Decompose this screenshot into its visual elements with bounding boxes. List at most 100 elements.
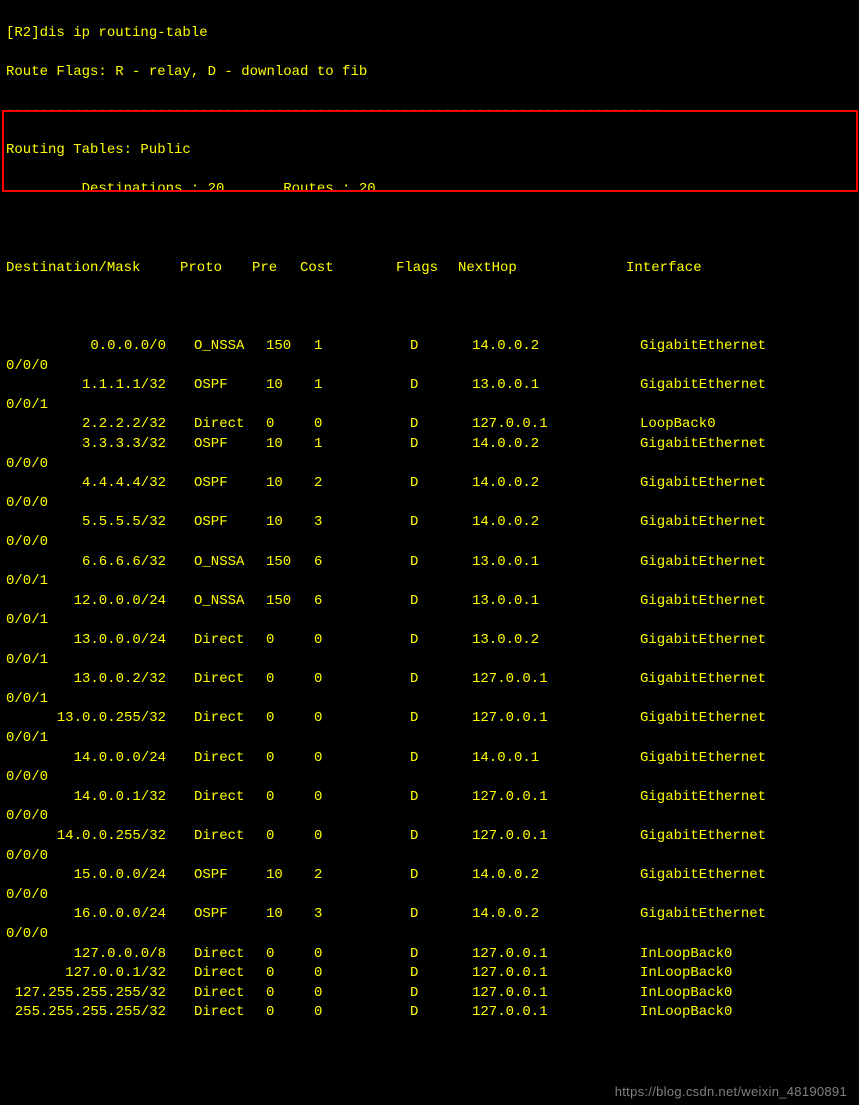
cell-proto: Direct [194, 827, 266, 847]
cell-proto: OSPF [194, 513, 266, 533]
header-pre: Pre [252, 259, 300, 279]
table-row: 1.1.1.1/32OSPF101D13.0.0.1GigabitEtherne… [6, 376, 853, 396]
cell-proto: OSPF [194, 376, 266, 396]
table-row: 4.4.4.4/32OSPF102D14.0.0.2GigabitEtherne… [6, 474, 853, 494]
interface-suffix: 0/0/1 [6, 690, 853, 710]
cell-cost: 0 [314, 788, 410, 808]
cell-dest: 14.0.0.255/32 [6, 827, 180, 847]
cell-pre: 10 [266, 513, 314, 533]
header-cost: Cost [300, 259, 396, 279]
table-row: 14.0.0.255/32Direct00D127.0.0.1GigabitEt… [6, 827, 853, 847]
table-row: 0.0.0.0/0O_NSSA1501D14.0.0.2GigabitEther… [6, 337, 853, 357]
cell-pre: 0 [266, 1003, 314, 1023]
cell-flags: D [410, 1003, 472, 1023]
cell-dest: 255.255.255.255/32 [6, 1003, 180, 1023]
cell-proto: Direct [194, 749, 266, 769]
cell-interface: GigabitEthernet [640, 376, 766, 396]
cell-cost: 2 [314, 866, 410, 886]
cell-pre: 10 [266, 435, 314, 455]
cell-nexthop: 14.0.0.2 [472, 866, 640, 886]
cell-interface: LoopBack0 [640, 415, 716, 435]
cell-proto: Direct [194, 964, 266, 984]
cell-dest: 14.0.0.0/24 [6, 749, 180, 769]
header-flags: Flags [396, 259, 458, 279]
cell-pre: 0 [266, 827, 314, 847]
cell-cost: 0 [314, 1003, 410, 1023]
cell-pre: 0 [266, 749, 314, 769]
cell-dest: 6.6.6.6/32 [6, 553, 180, 573]
cell-cost: 3 [314, 513, 410, 533]
table-row: 5.5.5.5/32OSPF103D14.0.0.2GigabitEtherne… [6, 513, 853, 533]
cell-pre: 0 [266, 670, 314, 690]
cell-pre: 0 [266, 631, 314, 651]
cell-dest: 13.0.0.0/24 [6, 631, 180, 651]
cell-nexthop: 14.0.0.2 [472, 905, 640, 925]
interface-suffix: 0/0/1 [6, 651, 853, 671]
cell-dest: 2.2.2.2/32 [6, 415, 180, 435]
terminal-output: [R2]dis ip routing-table Route Flags: R … [0, 0, 859, 1105]
cell-flags: D [410, 964, 472, 984]
header-interface: Interface [626, 259, 702, 279]
cell-cost: 0 [314, 984, 410, 1004]
cell-pre: 150 [266, 337, 314, 357]
cell-proto: Direct [194, 670, 266, 690]
table-row: 16.0.0.0/24OSPF103D14.0.0.2GigabitEthern… [6, 905, 853, 925]
cell-proto: OSPF [194, 435, 266, 455]
cell-proto: O_NSSA [194, 337, 266, 357]
blank-line [6, 220, 853, 240]
cell-flags: D [410, 905, 472, 925]
cell-flags: D [410, 827, 472, 847]
cell-flags: D [410, 415, 472, 435]
interface-suffix: 0/0/0 [6, 925, 853, 945]
table-row: 13.0.0.2/32Direct00D127.0.0.1GigabitEthe… [6, 670, 853, 690]
cell-interface: GigabitEthernet [640, 670, 766, 690]
cell-interface: GigabitEthernet [640, 592, 766, 612]
cell-cost: 3 [314, 905, 410, 925]
cell-cost: 6 [314, 553, 410, 573]
cell-nexthop: 14.0.0.2 [472, 474, 640, 494]
cell-nexthop: 127.0.0.1 [472, 827, 640, 847]
cell-interface: GigabitEthernet [640, 337, 766, 357]
cell-flags: D [410, 337, 472, 357]
interface-suffix: 0/0/0 [6, 768, 853, 788]
cell-nexthop: 127.0.0.1 [472, 788, 640, 808]
cell-flags: D [410, 709, 472, 729]
cell-proto: Direct [194, 945, 266, 965]
table-row: 127.255.255.255/32Direct00D127.0.0.1InLo… [6, 984, 853, 1004]
cell-nexthop: 127.0.0.1 [472, 1003, 640, 1023]
cell-pre: 0 [266, 984, 314, 1004]
cell-dest: 16.0.0.0/24 [6, 905, 180, 925]
cell-interface: GigabitEthernet [640, 788, 766, 808]
cell-interface: GigabitEthernet [640, 631, 766, 651]
cell-interface: InLoopBack0 [640, 945, 732, 965]
cell-proto: O_NSSA [194, 592, 266, 612]
cell-nexthop: 14.0.0.1 [472, 749, 640, 769]
interface-suffix: 0/0/1 [6, 611, 853, 631]
cell-dest: 12.0.0.0/24 [6, 592, 180, 612]
cell-interface: GigabitEthernet [640, 866, 766, 886]
cell-proto: Direct [194, 984, 266, 1004]
cell-nexthop: 127.0.0.1 [472, 984, 640, 1004]
cell-dest: 15.0.0.0/24 [6, 866, 180, 886]
cell-nexthop: 13.0.0.1 [472, 592, 640, 612]
cell-cost: 0 [314, 631, 410, 651]
interface-suffix: 0/0/0 [6, 807, 853, 827]
cell-dest: 127.0.0.1/32 [6, 964, 180, 984]
table-row: 6.6.6.6/32O_NSSA1506D13.0.0.1GigabitEthe… [6, 553, 853, 573]
cell-pre: 0 [266, 415, 314, 435]
cell-nexthop: 127.0.0.1 [472, 964, 640, 984]
cell-proto: Direct [194, 788, 266, 808]
table-header-row: Destination/MaskProtoPreCostFlagsNextHop… [6, 259, 853, 279]
cell-flags: D [410, 945, 472, 965]
cell-proto: Direct [194, 415, 266, 435]
cell-nexthop: 14.0.0.2 [472, 513, 640, 533]
interface-suffix: 0/0/0 [6, 455, 853, 475]
cell-interface: GigabitEthernet [640, 709, 766, 729]
cell-cost: 0 [314, 709, 410, 729]
table-row: 14.0.0.0/24Direct00D14.0.0.1GigabitEther… [6, 749, 853, 769]
cell-nexthop: 14.0.0.2 [472, 435, 640, 455]
cell-cost: 0 [314, 945, 410, 965]
cell-cost: 1 [314, 376, 410, 396]
cell-flags: D [410, 749, 472, 769]
watermark: https://blog.csdn.net/weixin_48190891 [615, 1083, 847, 1101]
